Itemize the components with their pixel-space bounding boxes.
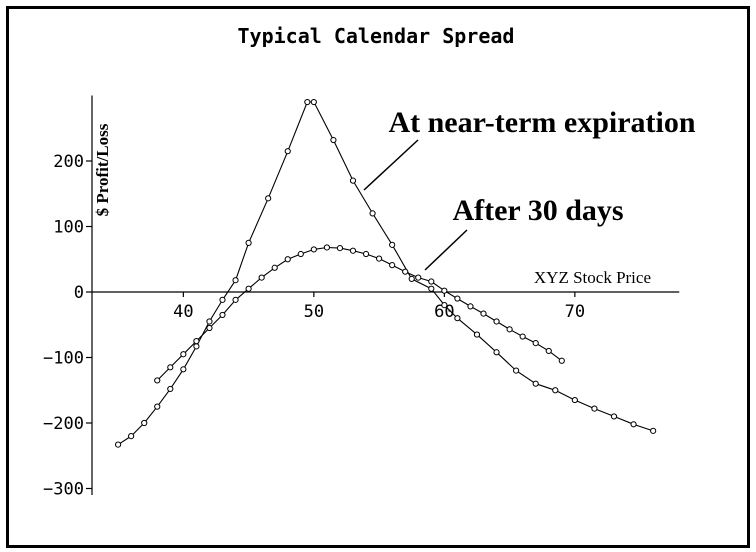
series-point-1 [297,250,304,258]
series-point-0 [219,296,226,303]
series-point-1 [180,351,187,358]
series-point-0 [473,331,481,338]
series-point-0 [389,241,396,248]
y-tick-label: 100 [53,218,84,238]
series-point-1 [389,262,396,269]
series-point-1 [558,357,565,364]
x-tick-label: 60 [434,302,454,322]
series-point-0 [571,396,578,404]
series-point-0 [532,380,539,387]
series-point-1 [493,318,500,325]
series-point-0 [265,195,272,202]
series-point-1 [480,310,487,317]
annotation-near-term: At near-term expiration [363,106,696,191]
series-point-0 [610,413,618,420]
series-point-1 [362,250,370,258]
series-point-1 [167,364,174,371]
series-line-1 [156,246,563,381]
series-point-1 [219,311,226,319]
series-point-0 [493,349,500,356]
series-point-1 [402,268,409,275]
series-point-0 [232,277,239,284]
series-point-0 [349,177,357,184]
series-point-0 [115,441,122,448]
series-point-1 [441,287,448,294]
series-point-0 [154,403,161,410]
series-point-0 [206,318,213,325]
series-point-1 [323,244,330,251]
series-point-1 [532,339,539,347]
series-point-0 [454,315,461,322]
series-point-1 [154,377,161,384]
series-point-0 [330,136,337,144]
series-point-0 [428,285,435,292]
series-point-1 [415,274,422,281]
annotation-near-term-text: At near-term expiration [388,106,695,139]
series-point-0 [245,239,252,246]
series-point-0 [441,302,448,309]
series-point-0 [167,385,174,393]
series-point-0 [650,427,657,434]
series-point-1 [193,338,200,345]
annotation-30-days-text: After 30 days [452,194,623,227]
series-point-1 [284,256,291,263]
chart-frame [6,6,750,548]
series-point-1 [271,264,278,271]
series-point-0 [310,98,317,106]
annotation-30-days-pointer [424,229,468,271]
y-tick-label: 200 [53,152,84,172]
series-point-0 [304,98,311,106]
series-point-0 [369,210,376,217]
x-tick-label: 50 [304,302,324,322]
series-points [115,98,657,448]
series-point-0 [284,148,291,155]
series-point-0 [141,419,148,427]
series-point-1 [206,324,213,332]
y-tick-label: −100 [43,349,84,369]
series-point-1 [428,278,435,285]
series-point-1 [310,246,317,253]
series-point-1 [349,247,357,254]
series-point-1 [376,255,383,262]
series-point-1 [336,245,344,252]
series-point-1 [467,303,474,310]
annotation-30-days: After 30 days [424,194,624,271]
y-tick-label: −200 [43,414,84,434]
series-point-0 [591,405,598,412]
series-point-1 [245,285,252,292]
series-point-1 [545,347,552,355]
series-point-0 [128,433,135,440]
series-point-0 [630,421,637,428]
series-point-1 [258,274,265,281]
series-point-1 [232,296,239,303]
series-point-0 [513,367,520,374]
annotation-near-term-pointer [363,139,419,191]
y-axis-label: $ Profit/Loss [93,123,112,216]
series-point-0 [193,343,200,350]
series-point-0 [408,275,415,282]
x-axis-label: XYZ Stock Price [534,268,651,287]
series-point-1 [454,295,461,302]
x-tick-label: 70 [565,302,585,322]
series-point-0 [180,366,187,373]
axes: 200 100 0 −100 −200 −300 40 50 60 70 [43,95,680,500]
y-tick-label: −300 [43,480,84,500]
x-tick-label: 40 [173,302,193,322]
y-tick-label: 0 [74,283,84,303]
series-point-1 [519,333,526,340]
series-point-1 [506,326,513,333]
chart-title: Typical Calendar Spread [238,24,515,48]
series-point-0 [552,387,559,394]
